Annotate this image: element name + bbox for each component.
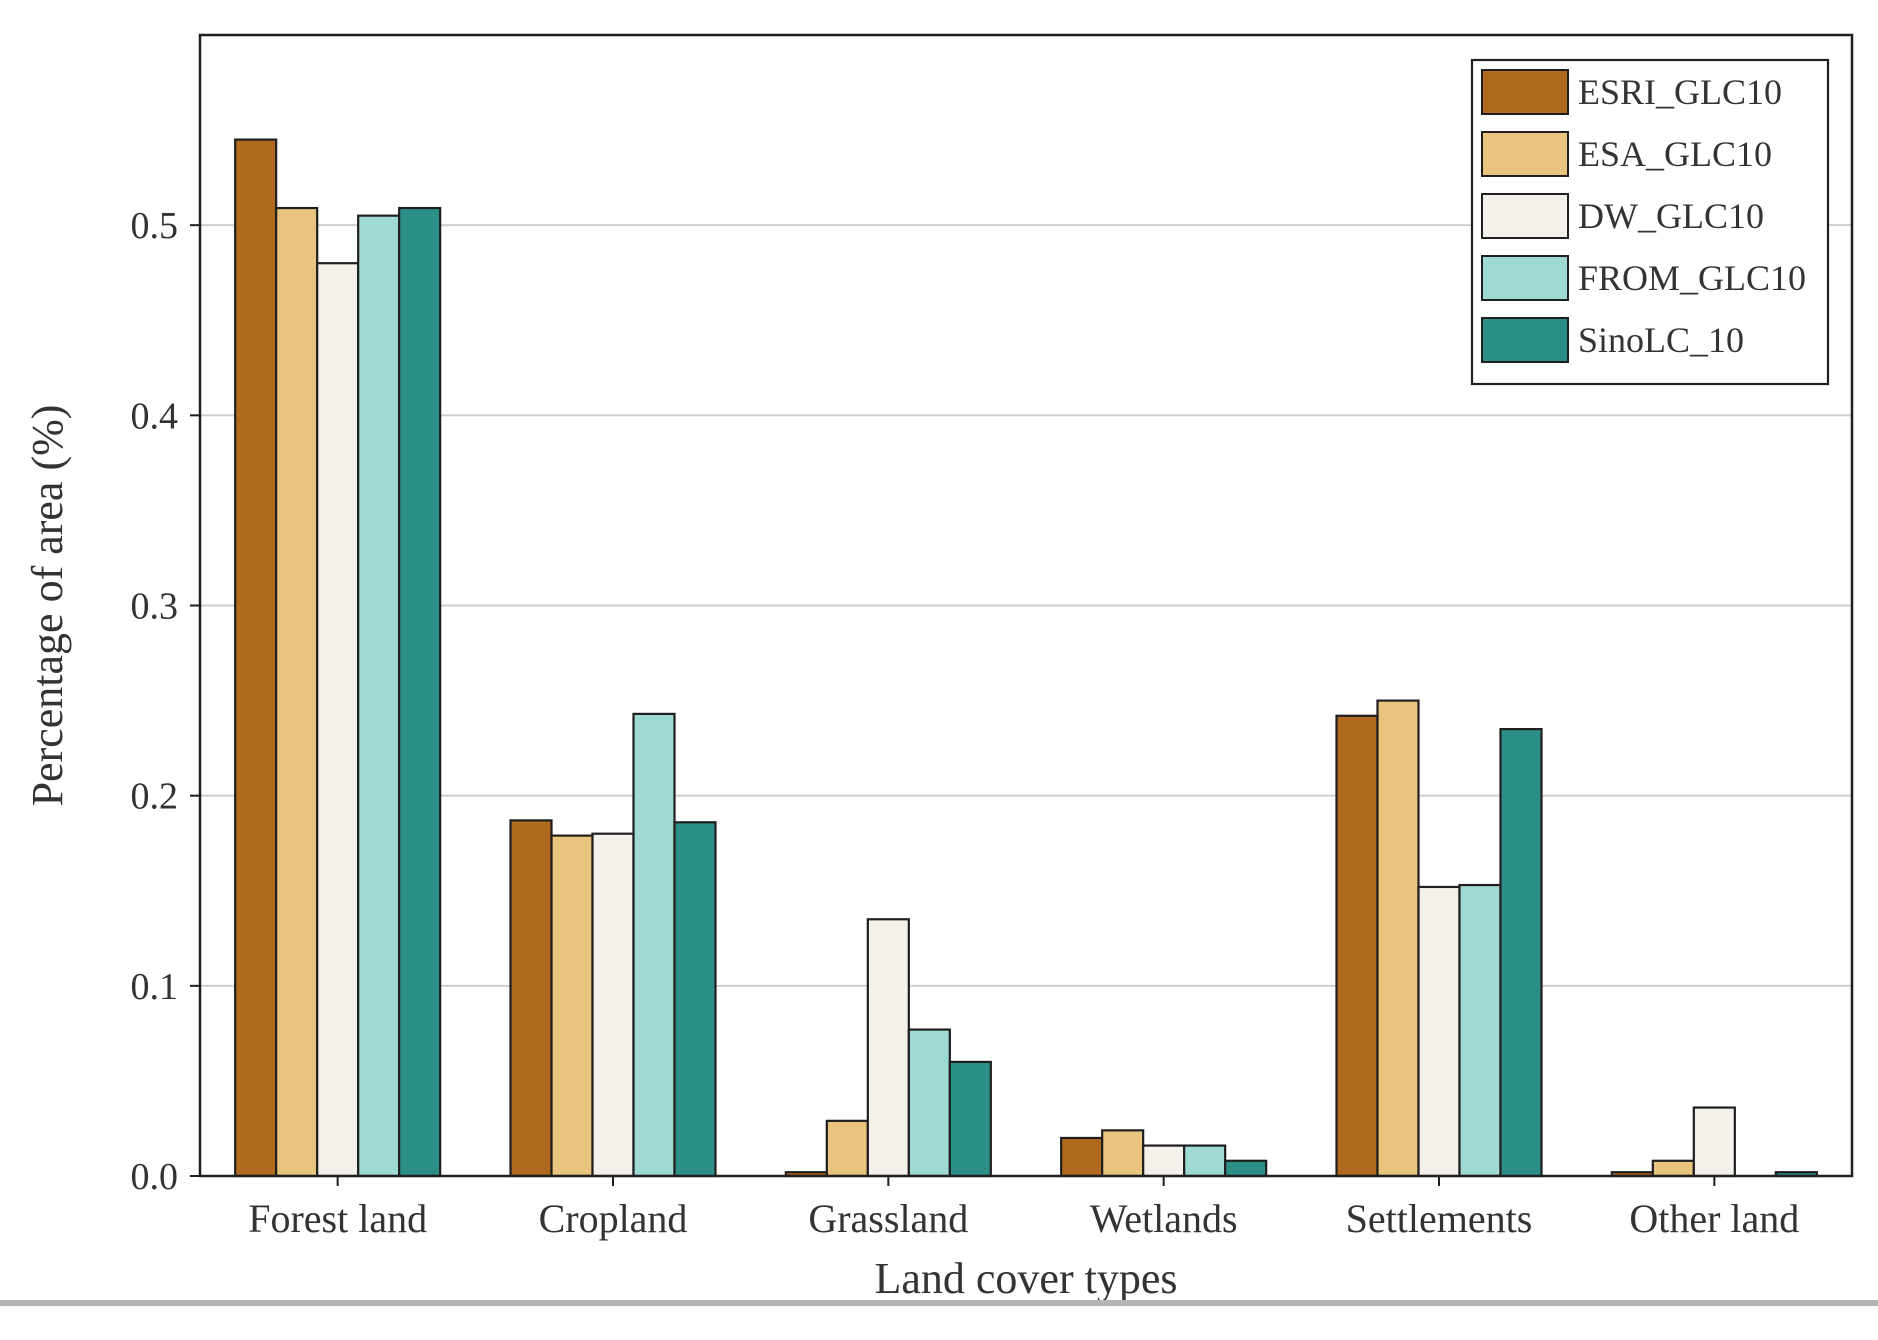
bar-from-glc10-wetlands [1183, 1144, 1227, 1178]
bar-from-glc10-grassland [907, 1028, 951, 1178]
bar-esri-glc10-cropland [509, 819, 553, 1178]
y-tick-label: 0.3 [131, 586, 179, 628]
bar-esri-glc10-settlements [1335, 714, 1379, 1178]
bar-sinolc-10-settlements [1499, 728, 1543, 1178]
x-tick-label: Wetlands [1090, 1196, 1238, 1241]
legend-label: ESRI_GLC10 [1578, 72, 1782, 112]
legend-swatch [1481, 193, 1569, 239]
x-tick-label: Settlements [1346, 1196, 1533, 1241]
y-tick-label: 0.5 [131, 205, 179, 247]
x-axis-title: Land cover types [875, 1254, 1178, 1303]
legend-swatch [1481, 69, 1569, 115]
bar-esa-glc10-cropland [550, 834, 594, 1178]
bar-esri-glc10-forest-land [234, 138, 278, 1178]
gridlines [200, 224, 1852, 987]
bar-from-glc10-settlements [1458, 883, 1502, 1178]
legend-label: DW_GLC10 [1578, 196, 1764, 236]
bottom-divider [0, 1300, 1878, 1306]
bar-esa-glc10-wetlands [1101, 1129, 1145, 1178]
legend-swatch [1481, 317, 1569, 363]
bar-dw-glc10-forest-land [316, 262, 360, 1178]
legend-swatch [1481, 255, 1569, 301]
x-tick-label: Other land [1629, 1196, 1799, 1241]
x-tick-label: Grassland [808, 1196, 968, 1241]
bar-dw-glc10-grassland [866, 918, 910, 1178]
bar-esa-glc10-forest-land [275, 206, 319, 1178]
legend-label: SinoLC_10 [1578, 320, 1744, 360]
legend: ESRI_GLC10 ESA_GLC10 DW_GLC10 FROM_GLC10 Sin… [1470, 58, 1830, 386]
y-tick-label: 0.2 [131, 776, 179, 818]
x-tick-label: Forest land [248, 1196, 427, 1241]
y-tick-label: 0.1 [131, 966, 179, 1008]
legend-label: ESA_GLC10 [1578, 134, 1772, 174]
bar-from-glc10-forest-land [357, 214, 401, 1178]
bar-dw-glc10-other-land [1692, 1106, 1736, 1178]
bar-dw-glc10-wetlands [1142, 1144, 1186, 1178]
bar-esa-glc10-grassland [825, 1119, 869, 1178]
bar-sinolc-10-grassland [948, 1060, 992, 1178]
legend-label: FROM_GLC10 [1578, 258, 1806, 298]
y-axis-title: Percentage of area (%) [23, 405, 72, 807]
bar-sinolc-10-cropland [673, 821, 717, 1178]
bars [234, 138, 1818, 1178]
y-tick-label: 0.4 [131, 395, 179, 437]
bar-dw-glc10-cropland [591, 832, 635, 1178]
legend-swatch [1481, 131, 1569, 177]
axes: Forest land Cropland Grassland Wetlands Sett… [131, 33, 1854, 1241]
bar-dw-glc10-settlements [1417, 885, 1461, 1178]
bar-sinolc-10-wetlands [1224, 1159, 1268, 1178]
x-tick-label: Cropland [539, 1196, 688, 1241]
bar-sinolc-10-forest-land [398, 206, 442, 1178]
bar-esri-glc10-wetlands [1060, 1136, 1104, 1178]
y-tick-label: 0.0 [131, 1156, 179, 1198]
bar-esa-glc10-other-land [1651, 1159, 1695, 1178]
bar-from-glc10-cropland [632, 712, 676, 1178]
bar-esa-glc10-settlements [1376, 699, 1420, 1178]
